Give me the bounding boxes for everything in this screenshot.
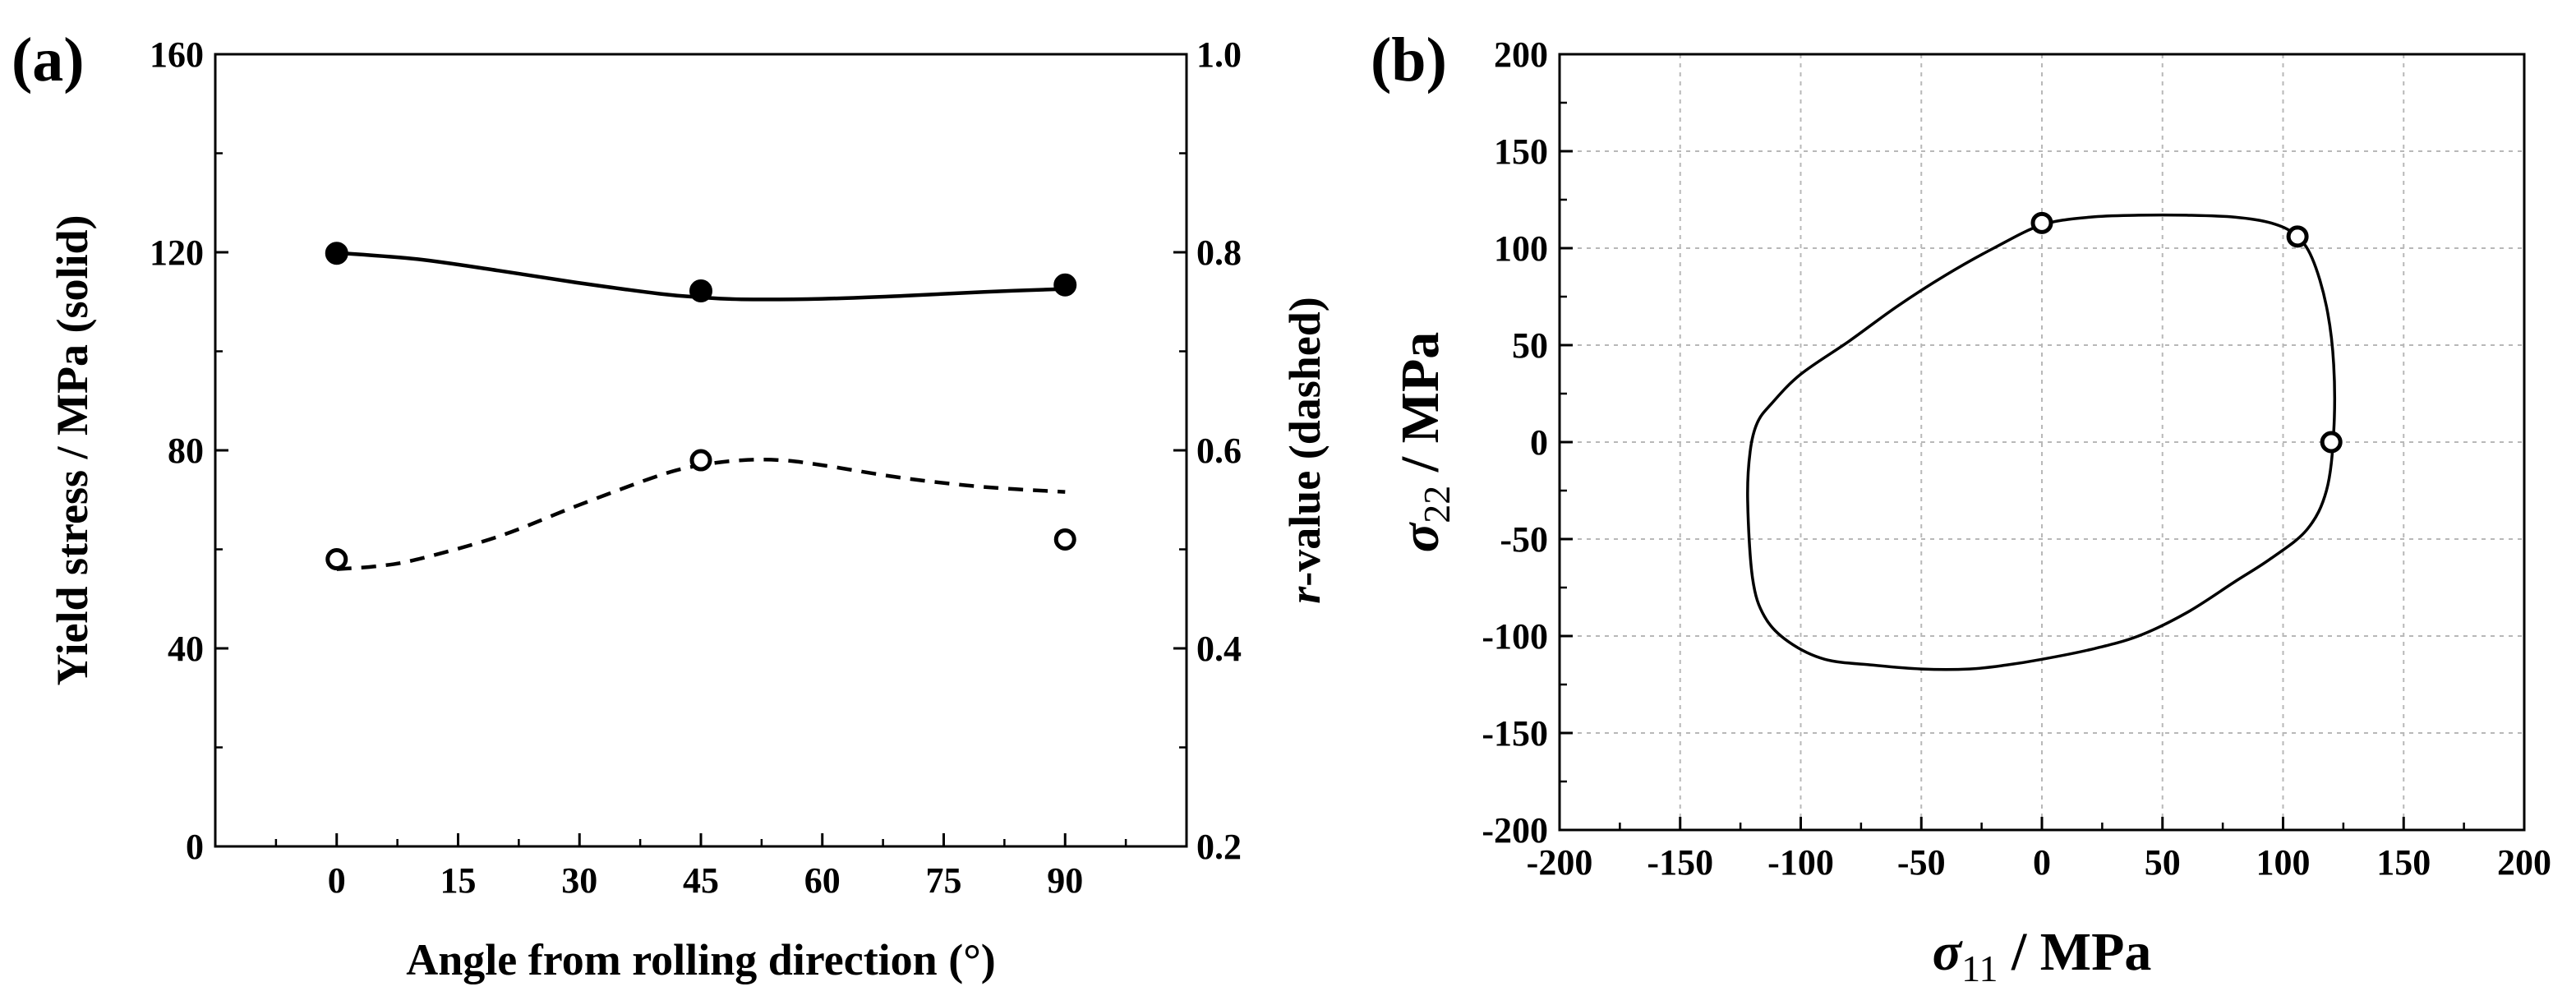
sigma-11-subscript: 11 <box>1961 947 1998 989</box>
sigma-22-unit: / MPa <box>1390 332 1450 486</box>
x-tick-label: 30 <box>561 860 597 901</box>
panel-b-ticks <box>1558 53 2526 832</box>
y-tick-label: 50 <box>1512 325 1548 366</box>
panel-b-yield-locus: (b) -200 -150 -100 -50 0 50 100 150 200-200-150-… <box>1371 25 2551 989</box>
y-tick-label: -200 <box>1482 810 1548 851</box>
x-tick-label: -50 <box>1897 842 1946 883</box>
x-tick-label: 45 <box>683 860 719 901</box>
x-tick-label: 200 <box>2497 842 2551 883</box>
y-tick-label: 0 <box>1530 422 1548 463</box>
x-tick-label: -200 <box>1527 842 1593 883</box>
experimental-point <box>2030 211 2053 234</box>
r-value-point <box>689 449 712 472</box>
x-tick-label: 60 <box>804 860 841 901</box>
panel-a-ticks <box>215 53 1187 848</box>
y-tick-label: -50 <box>1500 519 1548 560</box>
r-value-point <box>1053 528 1076 551</box>
left-y-tick-label: 120 <box>150 233 204 273</box>
yield-stress-point <box>689 279 712 302</box>
panel-b-y-axis-title: σ22 / MPa <box>1390 332 1458 553</box>
x-tick-label: 0 <box>328 860 346 901</box>
x-tick-label: 0 <box>2033 842 2051 883</box>
y-tick-label: 150 <box>1494 131 1548 172</box>
y-tick-label: 100 <box>1494 228 1548 269</box>
right-y-tick-label: 1.0 <box>1196 35 1242 75</box>
r-value-point <box>325 548 348 571</box>
experimental-point <box>2286 225 2309 248</box>
experimental-point <box>2320 431 2343 454</box>
panel-a-yield-stress-r-value: (a) 0 15 30 45 60 75 90 0 40 80 120 160 0.2 0.4 0.6 0.8… <box>12 25 1329 984</box>
panel-b-markers <box>2030 211 2343 454</box>
panel-a-tick-labels: 0 15 30 45 60 75 90 0 40 80 120 160 0.2 0.4 0.6 0.8 1.0 <box>150 35 1242 901</box>
panel-b-tick-labels: -200 -150 -100 -50 0 50 100 150 200 -200 -150 -100 -… <box>1482 35 2551 883</box>
y-tick-label: -100 <box>1482 616 1548 657</box>
right-y-tick-label: 0.2 <box>1196 827 1242 867</box>
y-tick-label: 200 <box>1494 35 1548 75</box>
r-value-curve <box>336 458 1066 571</box>
left-y-tick-label: 160 <box>150 35 204 75</box>
panel-label-b: (b) <box>1371 25 1447 95</box>
x-tick-label: -150 <box>1647 842 1713 883</box>
panel-b-x-axis-title: σ11 / MPa <box>1933 922 2152 989</box>
r-value-label-rest: -value (dashed) <box>1280 297 1329 587</box>
right-y-tick-label: 0.6 <box>1196 431 1242 471</box>
x-tick-label: 15 <box>440 860 477 901</box>
x-tick-label: 150 <box>2376 842 2431 883</box>
x-tick-label: 100 <box>2256 842 2311 883</box>
yield-stress-point <box>1053 273 1077 297</box>
panel-a-left-y-axis-title: Yield stress / MPa (solid) <box>48 215 97 686</box>
left-y-tick-label: 40 <box>168 629 204 669</box>
sigma-11-symbol: σ <box>1933 922 1964 982</box>
right-y-tick-label: 0.4 <box>1196 629 1242 669</box>
x-tick-label: 90 <box>1047 860 1083 901</box>
x-tick-label: 75 <box>926 860 962 901</box>
right-y-tick-label: 0.8 <box>1196 233 1242 273</box>
yield-stress-point <box>325 242 348 265</box>
sigma-11-unit: / MPa <box>1998 922 2151 982</box>
left-y-tick-label: 80 <box>168 431 204 471</box>
panel-a-right-y-axis-title: r-value (dashed) <box>1280 297 1329 604</box>
panel-b-grid <box>1559 53 2525 831</box>
x-tick-label: 50 <box>2145 842 2181 883</box>
sigma-22-subscript: 22 <box>1416 486 1458 523</box>
y-tick-label: -150 <box>1482 713 1548 754</box>
panel-a-markers <box>325 242 1077 571</box>
r-italic: r <box>1280 586 1329 604</box>
panel-label-a: (a) <box>12 25 85 95</box>
panel-a-x-axis-title: Angle from rolling direction (°) <box>406 935 996 984</box>
left-y-tick-label: 0 <box>186 827 204 867</box>
x-tick-label: -100 <box>1767 842 1834 883</box>
sigma-22-symbol: σ <box>1390 521 1450 552</box>
